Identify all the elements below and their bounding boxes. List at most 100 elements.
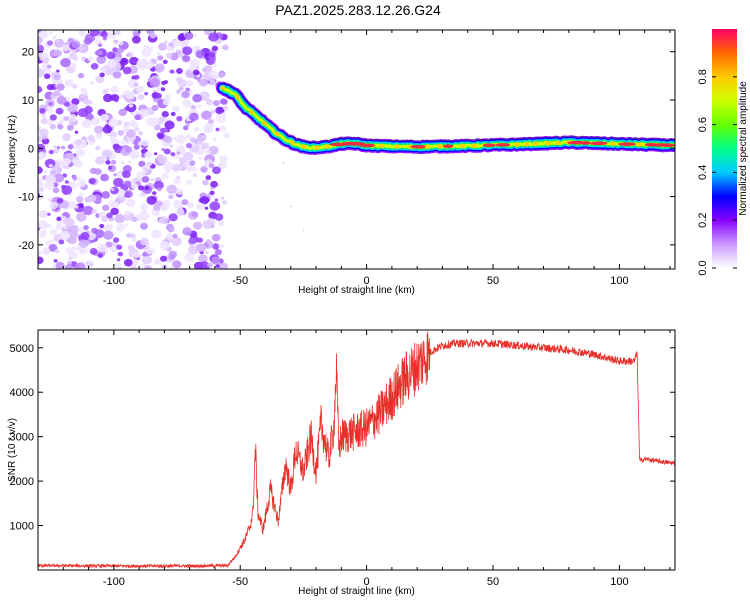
noise-blob	[38, 152, 45, 160]
noise-blob	[211, 233, 221, 242]
noise-blob	[102, 230, 114, 240]
ridge-peak	[394, 143, 400, 149]
noise-blob	[218, 262, 228, 269]
noise-blob	[116, 244, 123, 250]
noise-blob	[129, 56, 139, 66]
noise-blob	[178, 145, 185, 151]
noise-blob	[160, 87, 166, 92]
noise-blob	[80, 231, 90, 240]
noise-blob	[171, 164, 181, 173]
noise-blob	[87, 260, 93, 266]
noise-blob	[192, 33, 198, 38]
noise-blob	[195, 50, 205, 59]
ridge-peak	[437, 143, 443, 149]
noise-blob	[133, 83, 139, 87]
noise-blob	[49, 169, 57, 176]
noise-blob	[115, 30, 121, 36]
noise-blob	[169, 265, 175, 269]
noise-blob	[40, 118, 48, 125]
noise-blob	[62, 158, 71, 166]
noise-blob	[172, 260, 182, 269]
noise-blob	[169, 69, 175, 74]
ridge-peak	[589, 141, 608, 146]
noise-blob	[182, 46, 193, 55]
noise-blob	[102, 204, 110, 212]
noise-blob	[49, 239, 54, 243]
noise-blob	[87, 56, 94, 62]
noise-blob	[192, 94, 202, 103]
noise-blob	[71, 40, 81, 49]
noise-blob	[155, 92, 162, 99]
noise-blob	[140, 203, 149, 211]
noise-blob	[89, 247, 98, 255]
noise-blob	[214, 249, 222, 256]
noise-blob	[45, 174, 56, 184]
noise-blob	[130, 182, 138, 190]
noise-blob	[67, 113, 78, 123]
noise-blob	[103, 93, 113, 103]
spectrogram-y-tick-label: -20	[18, 240, 34, 252]
noise-blob	[177, 204, 184, 210]
noise-blob	[188, 160, 196, 166]
ridge-peak	[359, 143, 376, 148]
noise-blob	[118, 41, 124, 46]
noise-blob	[175, 49, 182, 55]
noise-blob	[108, 118, 119, 128]
noise-blob	[91, 227, 98, 234]
noise-blob	[38, 166, 43, 174]
snr-y-tick-label: 2000	[10, 476, 34, 488]
noise-blob	[186, 80, 194, 87]
noise-blob	[110, 86, 119, 94]
noise-blob	[56, 83, 65, 91]
noise-blob	[89, 30, 100, 37]
noise-blob	[42, 115, 47, 120]
noise-blob	[46, 107, 53, 114]
noise-blob	[220, 196, 225, 200]
ridge-peak	[274, 131, 280, 137]
noise-blob	[186, 179, 193, 186]
noise-blob	[123, 180, 132, 188]
noise-blob	[170, 152, 176, 157]
noise-blob	[177, 79, 188, 88]
noise-blob	[168, 226, 175, 233]
noise-blob	[45, 118, 54, 126]
noise-blob	[97, 243, 108, 253]
noise-blob	[74, 262, 86, 269]
noise-blob	[176, 188, 184, 196]
noise-blob	[152, 191, 157, 196]
noise-blob	[219, 125, 226, 132]
noise-blob	[209, 190, 215, 196]
noise-blob	[63, 225, 68, 230]
noise-blob	[105, 87, 110, 92]
noise-blob	[157, 132, 165, 140]
noise-blob	[130, 265, 138, 269]
noise-blob	[49, 201, 59, 210]
noise-blob	[137, 94, 145, 101]
noise-blob	[46, 40, 54, 46]
noise-blob	[68, 251, 78, 260]
noise-blob	[53, 49, 63, 57]
noise-blob	[57, 123, 64, 130]
ridge-peak	[580, 141, 591, 145]
noise-blob	[101, 191, 111, 199]
noise-blob	[96, 55, 107, 64]
spectrogram-y-ticks: -20 -10 0 10 20	[18, 47, 675, 252]
noise-blob	[170, 111, 176, 117]
noise-blob	[94, 125, 104, 134]
noise-blob	[198, 156, 203, 160]
noise-blob	[47, 64, 52, 69]
colorbar-gradient	[712, 29, 737, 268]
spectrogram-y-label: Frequency (Hz)	[7, 115, 18, 184]
noise-blob	[208, 69, 217, 78]
noise-blob	[161, 148, 165, 152]
noise-blob	[175, 134, 186, 144]
noise-blob	[55, 261, 65, 269]
noise-blob	[164, 120, 175, 130]
colorbar-tick-label: 0.8	[697, 69, 709, 84]
noise-blob	[144, 151, 153, 159]
noise-blob	[120, 160, 125, 165]
noise-blob	[154, 124, 161, 131]
spectrogram-frame	[37, 29, 676, 270]
noise-blob	[99, 223, 105, 229]
noise-blob	[151, 229, 162, 239]
